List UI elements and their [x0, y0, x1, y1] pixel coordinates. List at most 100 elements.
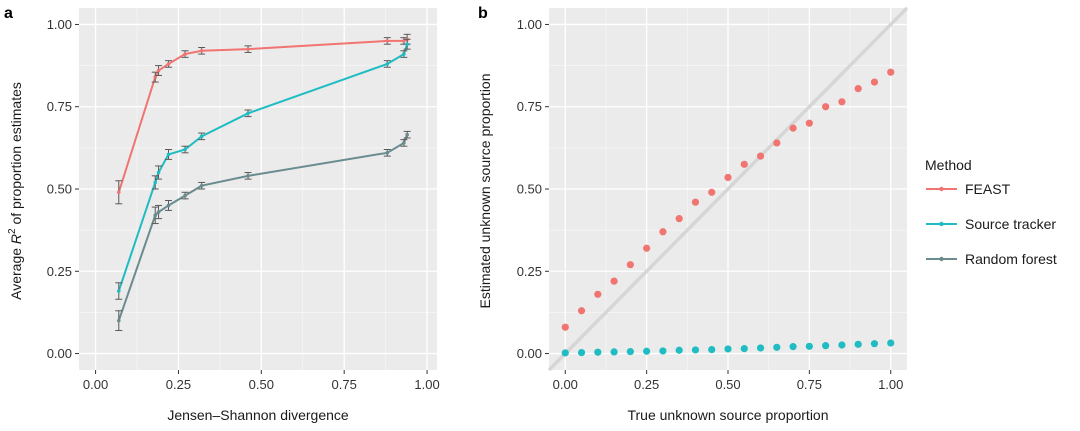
panel-label-b: b: [478, 5, 488, 22]
panel-a-point-feast: [246, 47, 250, 51]
panel-a-point-random-forest: [183, 193, 187, 198]
panel-a-x-tick-label: 0.75: [332, 377, 357, 392]
panel-b-point-feast: [822, 103, 830, 111]
panel-b-x-tick-label: 0.25: [634, 377, 659, 392]
panel-b-y-tick-label: 0.75: [517, 99, 542, 114]
panel-b-point-source-tracker: [643, 347, 651, 355]
panel-a-x-tick-label: 0.25: [166, 377, 191, 392]
panel-b-point-source-tracker: [659, 347, 667, 355]
legend-title: Method: [925, 157, 972, 173]
panel-b-point-feast: [805, 119, 813, 127]
panel-b-point-source-tracker: [626, 347, 634, 356]
panel-a-x-tick-label: 0.00: [83, 377, 108, 392]
panel-b-point-feast: [594, 290, 602, 298]
panel-b-y-tick-label: 1.00: [517, 17, 542, 32]
panel-b-point-feast: [838, 98, 846, 106]
panel-a-point-random-forest: [246, 174, 250, 178]
panel-b-point-feast: [675, 215, 683, 223]
panel-b-x-tick-label: 1.00: [878, 377, 903, 392]
panel-b-point-source-tracker: [789, 343, 797, 351]
panel-a-point-feast: [385, 39, 390, 43]
panel-a-point-random-forest: [199, 183, 204, 188]
panel-b-point-source-tracker: [854, 340, 862, 348]
panel-b-y-tick-label: 0.50: [517, 182, 542, 197]
legend: Method FEAST Source tracker Random fores…: [925, 157, 1057, 267]
legend-item-random-forest: Random forest: [926, 251, 1057, 267]
panel-a-point-source-tracker: [246, 111, 250, 116]
panel-b-point-feast: [708, 188, 716, 196]
panel-b-y-tick-label: 0.25: [517, 264, 542, 279]
panel-a-y-axis-title-prefix: Average: [8, 244, 24, 300]
panel-b-point-source-tracker: [594, 348, 602, 356]
panel-a-y-tick-label: 0.00: [47, 346, 72, 361]
panel-b-point-source-tracker: [805, 342, 813, 350]
panel-a-line-feast: [117, 38, 408, 193]
panel-b-x-tick-label: 0.00: [553, 377, 578, 392]
panel-a-point-random-forest: [156, 210, 161, 214]
panel-a-x-tick-label: 1.00: [414, 377, 439, 392]
panel-a-point-source-tracker: [385, 62, 390, 66]
panel-b-point-source-tracker: [561, 349, 569, 357]
panel-a-point-source-tracker: [156, 170, 161, 175]
panel-a-point-random-forest: [116, 318, 121, 323]
panel-a-y-axis-title-sup: 2: [7, 228, 18, 234]
panel-a-point-feast: [402, 39, 406, 43]
panel-a-point-feast: [183, 52, 187, 56]
panel-a-point-source-tracker: [116, 289, 121, 293]
panel-a-line-random-forest: [117, 134, 409, 321]
legend-item-source-tracker: Source tracker: [926, 216, 1056, 232]
panel-a-y-tick-label: 0.25: [47, 264, 72, 279]
panel-b-point-source-tracker: [822, 342, 830, 350]
panel-a-point-feast: [156, 68, 161, 73]
panel-b-point-source-tracker: [773, 343, 781, 351]
panel-a-line-source-tracker: [117, 43, 409, 292]
panel-b-x-tick-label: 0.50: [715, 377, 740, 392]
panel-a-y-axis-title: Average R2 of proportion estimates: [7, 82, 24, 300]
legend-item-feast: FEAST: [926, 181, 1011, 197]
panel-a-point-feast: [199, 48, 204, 53]
panel-a-point-random-forest: [166, 203, 171, 208]
panel-a-plot: 0.00 0.25 0.50 0.75 1.00 0.00 0.25 0.50 0.75 1.00: [47, 8, 440, 392]
panel-b-point-feast: [610, 277, 618, 285]
panel-b-point-source-tracker: [708, 345, 716, 354]
panel-b-point-feast: [691, 198, 700, 206]
panel-b-point-feast: [626, 261, 634, 269]
panel-a-y-axis-title-suffix: of proportion estimates: [8, 82, 24, 228]
panel-b-point-source-tracker: [740, 345, 748, 353]
panel-b-point-feast: [561, 323, 569, 331]
panel-b-point-feast: [854, 85, 862, 93]
panel-a-point-source-tracker: [183, 147, 187, 152]
panel-b-point-source-tracker: [838, 341, 846, 349]
panel-a-x-tick-label: 0.50: [249, 377, 274, 392]
panel-b-point-source-tracker: [724, 345, 732, 353]
panel-b-point-feast: [740, 160, 748, 168]
panel-b-point-source-tracker: [887, 339, 895, 347]
panel-b-x-tick-label: 0.75: [797, 377, 822, 392]
panel-a-point-source-tracker: [405, 42, 409, 46]
panel-b-point-feast: [887, 68, 895, 76]
legend-marker-feast: [939, 186, 944, 192]
panel-b-point-feast: [643, 244, 651, 252]
panel-b-x-axis-title: True unknown source proportion: [627, 407, 828, 423]
panel-a-point-random-forest: [405, 132, 409, 137]
panel-a-y-tick-label: 0.75: [47, 99, 72, 114]
panel-a-point-feast: [116, 190, 121, 195]
panel-a-point-random-forest: [402, 141, 406, 145]
panel-b-y-axis-title: Estimated unknown source proportion: [477, 73, 493, 308]
panel-a-point-source-tracker: [402, 52, 406, 56]
panel-a-point-feast: [153, 75, 158, 79]
panel-a-y-axis-title-var: R: [8, 234, 24, 244]
panel-b-point-feast: [577, 307, 586, 315]
panel-a-point-random-forest: [385, 151, 390, 155]
panel-a-point-source-tracker: [153, 180, 158, 185]
panel-a-point-random-forest: [153, 213, 158, 218]
panel-a-y-tick-label: 1.00: [47, 17, 72, 32]
panel-b-point-feast: [659, 228, 667, 236]
panel-b-reference-line: [547, 6, 909, 372]
panel-b-point-source-tracker: [577, 348, 586, 357]
panel-a-point-source-tracker: [199, 134, 204, 139]
panel-b-y-tick-label: 0.00: [517, 346, 542, 361]
panel-a-point-source-tracker: [166, 152, 171, 157]
panel-b-plot: 0.00 0.25 0.50 0.75 1.00 0.00 0.25 0.50 0.75 1.00: [517, 6, 909, 392]
panel-label-a: a: [4, 5, 13, 22]
